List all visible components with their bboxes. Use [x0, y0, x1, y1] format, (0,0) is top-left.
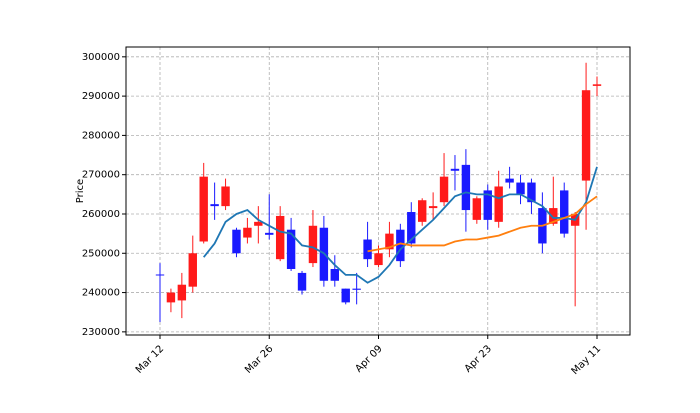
candle-body — [352, 288, 361, 290]
candle-body — [232, 229, 241, 254]
y-tick-label: 230000 — [82, 327, 120, 338]
candle-body — [516, 182, 525, 195]
candle-body — [177, 284, 187, 301]
y-tick-label: 300000 — [82, 52, 120, 63]
plot-frame — [125, 46, 631, 336]
y-tick-label: 250000 — [82, 248, 120, 259]
candle-body — [210, 204, 219, 207]
y-tick-label: 270000 — [82, 170, 120, 181]
moving-average-line — [202, 166, 598, 284]
candle-body — [418, 200, 427, 222]
candle-body — [374, 253, 383, 266]
candle-body — [407, 212, 416, 244]
moving-average-line — [367, 195, 598, 253]
candle-body — [385, 233, 394, 250]
candle-body — [461, 164, 471, 211]
candle-body — [439, 176, 449, 203]
candle-body — [549, 208, 558, 224]
candle-body — [188, 253, 197, 287]
candle-body — [254, 221, 263, 226]
candle-body — [527, 182, 536, 203]
y-axis-label: Price — [75, 179, 86, 203]
candle-body — [330, 268, 339, 281]
candle-body — [243, 227, 252, 238]
candle-body — [494, 186, 503, 222]
y-tick-label: 260000 — [82, 209, 120, 220]
candle-body — [396, 229, 405, 262]
candle-body — [155, 274, 165, 276]
candle-body — [560, 190, 569, 234]
candle-body — [472, 198, 482, 220]
candle-body — [483, 190, 492, 220]
candle-body — [166, 292, 176, 303]
candle-body — [592, 84, 602, 86]
candle-body — [450, 168, 460, 171]
candle-body — [363, 239, 372, 260]
candle-body — [428, 206, 438, 209]
candle-body — [275, 215, 285, 260]
candle-body — [341, 288, 350, 303]
candle-body — [297, 272, 307, 291]
candle-body — [581, 90, 591, 181]
candle-body — [199, 176, 208, 242]
candle-body — [505, 178, 514, 183]
y-tick-label: 240000 — [82, 288, 120, 299]
candle-body — [308, 225, 318, 264]
candle-body — [286, 229, 296, 269]
y-tick-label: 280000 — [82, 130, 120, 141]
candle-body — [265, 232, 274, 235]
y-tick-label: 290000 — [82, 91, 120, 102]
candle-body — [221, 186, 230, 207]
